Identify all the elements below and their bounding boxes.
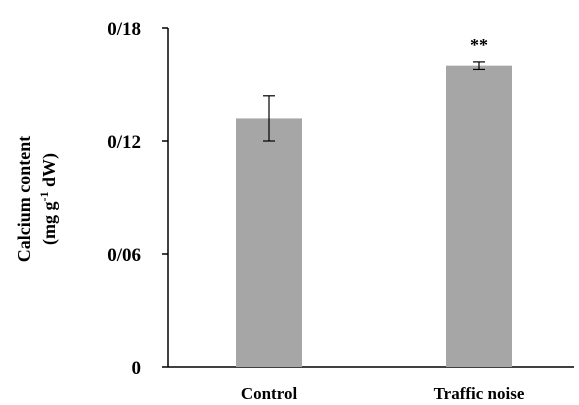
y-axis-label-line1: Calcium content (14, 136, 34, 262)
y-tick-label: 0/06 (107, 245, 141, 266)
y-tick-label: 0/12 (107, 132, 141, 153)
category-label: Control (241, 384, 298, 403)
bar-1 (446, 65, 512, 368)
y-tick-label: 0 (132, 358, 142, 379)
axes (167, 28, 574, 368)
x-axis-categories: Control Traffic noise (241, 384, 525, 403)
significance-annotations: ** (470, 35, 488, 55)
y-tick-label: 0/18 (107, 19, 141, 40)
y-axis-label-line2: (mg g-1 dW) (37, 153, 60, 245)
bar-0 (236, 118, 302, 368)
bars (236, 65, 512, 368)
y-axis-label-unit-superscript: -1 (37, 192, 51, 202)
y-axis-label-unit-suffix: dW) (39, 153, 60, 192)
significance-marker: ** (470, 35, 488, 55)
y-axis-label: Calcium content (mg g-1 dW) (14, 136, 60, 262)
error-bars (263, 61, 485, 142)
y-axis-ticks: 0 0/06 0/12 0/18 (107, 19, 168, 379)
y-axis-label-unit-prefix: (mg g (39, 202, 60, 246)
category-label: Traffic noise (434, 384, 525, 403)
